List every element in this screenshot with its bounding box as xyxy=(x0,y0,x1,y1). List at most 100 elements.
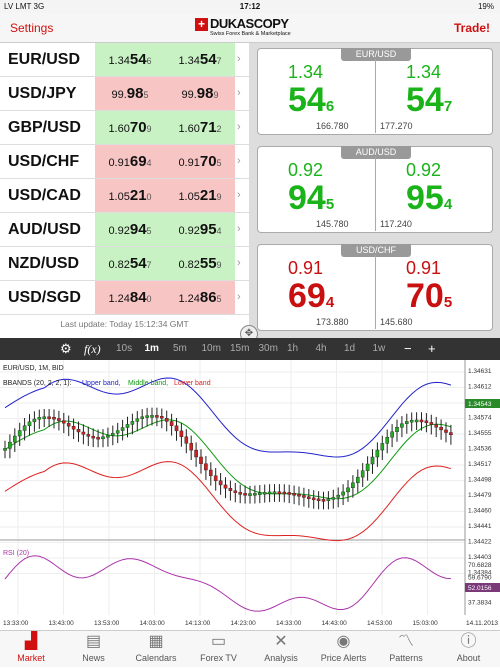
candle-body xyxy=(380,443,385,451)
rate-panel[interactable]: USD/CHF 0.91 694 173.880 0.91 705 145.680 xyxy=(257,244,493,331)
price-tick: 1.34479 xyxy=(468,492,492,499)
ask-price[interactable]: 0.91705 xyxy=(165,145,235,178)
zoom-in-button[interactable]: + xyxy=(428,341,436,356)
panel-bid-big[interactable]: 945 xyxy=(288,179,335,217)
panel-ask-big[interactable]: 954 xyxy=(406,179,453,217)
ask-price[interactable]: 1.60712 xyxy=(165,111,235,144)
price-chart[interactable]: EUR/USD, 1M, BID BBANDS (20, 2, 2, 1): Upp… xyxy=(0,360,500,630)
panel-ask-big[interactable]: 705 xyxy=(406,277,453,315)
ask-price[interactable]: 0.82559 xyxy=(165,247,235,280)
rsi-line xyxy=(4,555,451,612)
candle-body xyxy=(17,430,22,437)
ask-price[interactable]: 1.34547 xyxy=(165,43,235,76)
tab-analysis[interactable]: ✕ Analysis xyxy=(250,631,312,668)
bid-price[interactable]: 99.985 xyxy=(95,77,165,110)
trade-button[interactable]: Trade! xyxy=(453,21,490,35)
quote-row[interactable]: USD/CHF 0.91694 0.91705 › xyxy=(0,145,249,179)
tab-patterns[interactable]: 〽 Patterns xyxy=(375,631,437,668)
tab-price-alerts[interactable]: ◉ Price Alerts xyxy=(313,631,375,668)
bid-price[interactable]: 0.82547 xyxy=(95,247,165,280)
gear-icon[interactable]: ⚙ xyxy=(60,341,72,356)
timeframe-10m[interactable]: 10m xyxy=(201,343,221,354)
candle-body xyxy=(395,427,399,433)
candle-body xyxy=(341,491,345,496)
pair-label: NZD/USD xyxy=(8,255,80,272)
candle-body xyxy=(326,498,331,502)
candle-body xyxy=(81,431,86,435)
timeframe-5m[interactable]: 5m xyxy=(173,343,187,354)
bid-price[interactable]: 1.60709 xyxy=(95,111,165,144)
quote-row[interactable]: USD/JPY 99.985 99.989 › xyxy=(0,77,249,111)
panel-ask-big[interactable]: 547 xyxy=(406,81,453,119)
candle-body xyxy=(346,487,350,493)
bid-price[interactable]: 0.92945 xyxy=(95,213,165,246)
candle-body xyxy=(37,417,42,420)
clock: 17:12 xyxy=(239,2,261,11)
quote-row[interactable]: EUR/USD 1.34546 1.34547 › xyxy=(0,43,249,77)
brand-name: DUKASCOPY xyxy=(210,16,289,31)
candle-body xyxy=(145,415,149,418)
logo: + DUKASCOPY Swiss Forex Bank & Marketpla… xyxy=(195,16,307,40)
quote-row[interactable]: AUD/USD 0.92945 0.92954 › xyxy=(0,213,249,247)
ask-price[interactable]: 1.05219 xyxy=(165,179,235,212)
bid-price[interactable]: 0.91694 xyxy=(95,145,165,178)
candle-body xyxy=(179,430,184,438)
candle-body xyxy=(194,449,198,458)
timeframe-4h[interactable]: 4h xyxy=(315,343,327,354)
rate-panel[interactable]: EUR/USD 1.34 546 166.780 1.34 547 177.270 xyxy=(257,48,493,135)
panel-ask-amount: 145.680 xyxy=(380,317,413,327)
timeframe-1d[interactable]: 1d xyxy=(344,343,356,354)
candle-body xyxy=(42,416,46,419)
last-update: Last update: Today 15:12:34 GMT xyxy=(60,319,189,329)
candle-body xyxy=(258,492,262,495)
bid-price[interactable]: 1.05210 xyxy=(95,179,165,212)
rate-panel[interactable]: AUD/USD 0.92 945 145.780 0.92 954 117.240 xyxy=(257,146,493,233)
tab-news[interactable]: ▤ News xyxy=(63,631,125,668)
bid-price[interactable]: 1.34546 xyxy=(95,43,165,76)
candle-body xyxy=(174,425,179,432)
panel-ask-head: 0.91 xyxy=(406,258,442,278)
ask-price[interactable]: 0.92954 xyxy=(165,213,235,246)
candle-body xyxy=(424,420,429,423)
patterns-icon: 〽 xyxy=(397,633,414,650)
rsi-tick: 70.6828 xyxy=(468,562,492,569)
panel-bid-big[interactable]: 694 xyxy=(288,277,335,315)
candle-body xyxy=(311,497,316,501)
candle-body xyxy=(184,436,189,444)
candle-body xyxy=(125,424,130,428)
candle-body xyxy=(434,424,439,428)
zoom-out-button[interactable]: − xyxy=(404,341,412,356)
candle-body xyxy=(253,493,257,496)
settings-button[interactable]: Settings xyxy=(10,21,54,35)
quote-row[interactable]: USD/SGD 1.24840 1.24865 › xyxy=(0,281,249,315)
candle-body xyxy=(115,430,120,434)
candle-body xyxy=(238,492,243,495)
quote-row[interactable]: GBP/USD 1.60709 1.60712 › xyxy=(0,111,249,145)
timeframe-1h[interactable]: 1h xyxy=(287,343,299,354)
quote-row[interactable]: USD/CAD 1.05210 1.05219 › xyxy=(0,179,249,213)
ask-price[interactable]: 1.24865 xyxy=(165,281,235,314)
panel-pair-label: USD/CHF xyxy=(341,244,411,257)
panel-bid-big[interactable]: 546 xyxy=(288,81,335,119)
timeframe-1w[interactable]: 1w xyxy=(372,343,386,354)
tab-about[interactable]: ⓘ About xyxy=(438,631,500,668)
timeframe-1m[interactable]: 1m xyxy=(144,343,159,354)
bid-price[interactable]: 1.24840 xyxy=(95,281,165,314)
candle-body xyxy=(414,419,419,423)
indicators-button[interactable]: f(x) xyxy=(84,342,101,356)
ask-price[interactable]: 99.989 xyxy=(165,77,235,110)
panel-bid-amount: 166.780 xyxy=(316,121,349,131)
tab-market[interactable]: ▟ Market xyxy=(0,631,62,668)
quote-row[interactable]: NZD/USD 0.82547 0.82559 › xyxy=(0,247,249,281)
calendar-icon: ▦ xyxy=(148,633,164,650)
timeframe-15m[interactable]: 15m xyxy=(230,343,250,354)
timeframe-10s[interactable]: 10s xyxy=(116,343,133,354)
panel-pair-label: AUD/USD xyxy=(341,146,411,159)
candle-body xyxy=(287,492,292,495)
tab-forex-tv[interactable]: ▭ Forex TV xyxy=(188,631,250,668)
timeframe-30m[interactable]: 30m xyxy=(258,343,278,354)
tab-calendars[interactable]: ▦ Calendars xyxy=(125,631,187,668)
price-tick: 1.34555 xyxy=(468,430,492,437)
candle-body xyxy=(32,418,37,423)
candle-body xyxy=(277,491,282,494)
